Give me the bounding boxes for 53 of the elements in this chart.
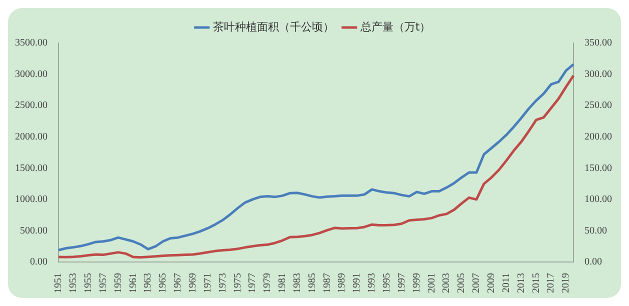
y-tick-label: 2000.00 xyxy=(15,131,48,142)
y-tick-label: 3500.00 xyxy=(15,38,48,49)
x-tick-label: 2011 xyxy=(500,273,512,293)
x-tick-label: 1965 xyxy=(158,273,169,293)
y-tick-label: 0.00 xyxy=(30,256,48,268)
x-tick-label: 1991 xyxy=(352,273,363,293)
x-tick-label: 1961 xyxy=(128,273,139,293)
x-tick-label: 2017 xyxy=(546,273,557,293)
x-tick-label: 1963 xyxy=(142,273,154,293)
x-tick-label: 2007 xyxy=(471,273,482,293)
y-tick-label: 2500.00 xyxy=(15,100,48,112)
x-tick-label: 2001 xyxy=(426,273,438,293)
legend-label: 茶叶种植面积（千公顷） xyxy=(212,20,334,34)
x-tick-label: 1987 xyxy=(322,273,333,293)
y2-tick-label: 150.00 xyxy=(584,162,612,174)
x-tick-label: 1977 xyxy=(247,273,258,293)
x-tick-label: 1953 xyxy=(68,273,80,293)
x-tick-label: 1973 xyxy=(217,273,228,293)
x-tick-label: 1959 xyxy=(112,273,124,293)
y2-tick-label: 0.00 xyxy=(584,256,602,268)
x-tick-label: 1995 xyxy=(382,273,393,293)
y2-tick-label: 350.00 xyxy=(584,38,612,49)
x-tick-label: 1957 xyxy=(98,273,109,293)
x-tick-label: 1975 xyxy=(232,273,244,293)
y2-tick-label: 50.00 xyxy=(584,225,607,236)
x-tick-label: 1997 xyxy=(396,273,408,293)
y-tick-label: 1500.00 xyxy=(15,162,48,174)
y2-tick-label: 100.00 xyxy=(584,194,612,206)
x-tick-label: 1981 xyxy=(277,273,288,293)
x-tick-label: 1993 xyxy=(366,273,378,293)
x-tick-label: 2013 xyxy=(516,273,527,293)
x-tick-label: 1983 xyxy=(292,273,303,293)
x-tick-label: 2019 xyxy=(560,273,572,293)
x-tick-label: 2015 xyxy=(530,273,542,293)
x-tick-label: 2005 xyxy=(456,273,468,293)
x-tick-label: 2003 xyxy=(441,273,452,293)
y-tick-label: 1000.00 xyxy=(15,194,48,206)
y-tick-label: 3000.00 xyxy=(15,68,48,80)
x-tick-label: 1955 xyxy=(82,273,94,293)
x-tick-label: 1999 xyxy=(411,273,422,293)
x-tick-label: 1967 xyxy=(172,273,184,293)
x-tick-label: 1971 xyxy=(202,273,214,293)
y-tick-label: 500.00 xyxy=(20,225,48,236)
y2-tick-label: 300.00 xyxy=(584,68,612,80)
legend-label: 总产量（万t） xyxy=(359,20,431,34)
x-tick-label: 1979 xyxy=(262,273,274,293)
x-tick-label: 1985 xyxy=(306,273,318,293)
y2-tick-label: 250.00 xyxy=(584,100,612,112)
x-tick-label: 1969 xyxy=(187,273,198,293)
x-tick-label: 1989 xyxy=(336,273,348,293)
y2-tick-label: 200.00 xyxy=(584,131,612,142)
x-tick-label: 1951 xyxy=(53,273,64,293)
x-tick-label: 2009 xyxy=(486,273,498,293)
